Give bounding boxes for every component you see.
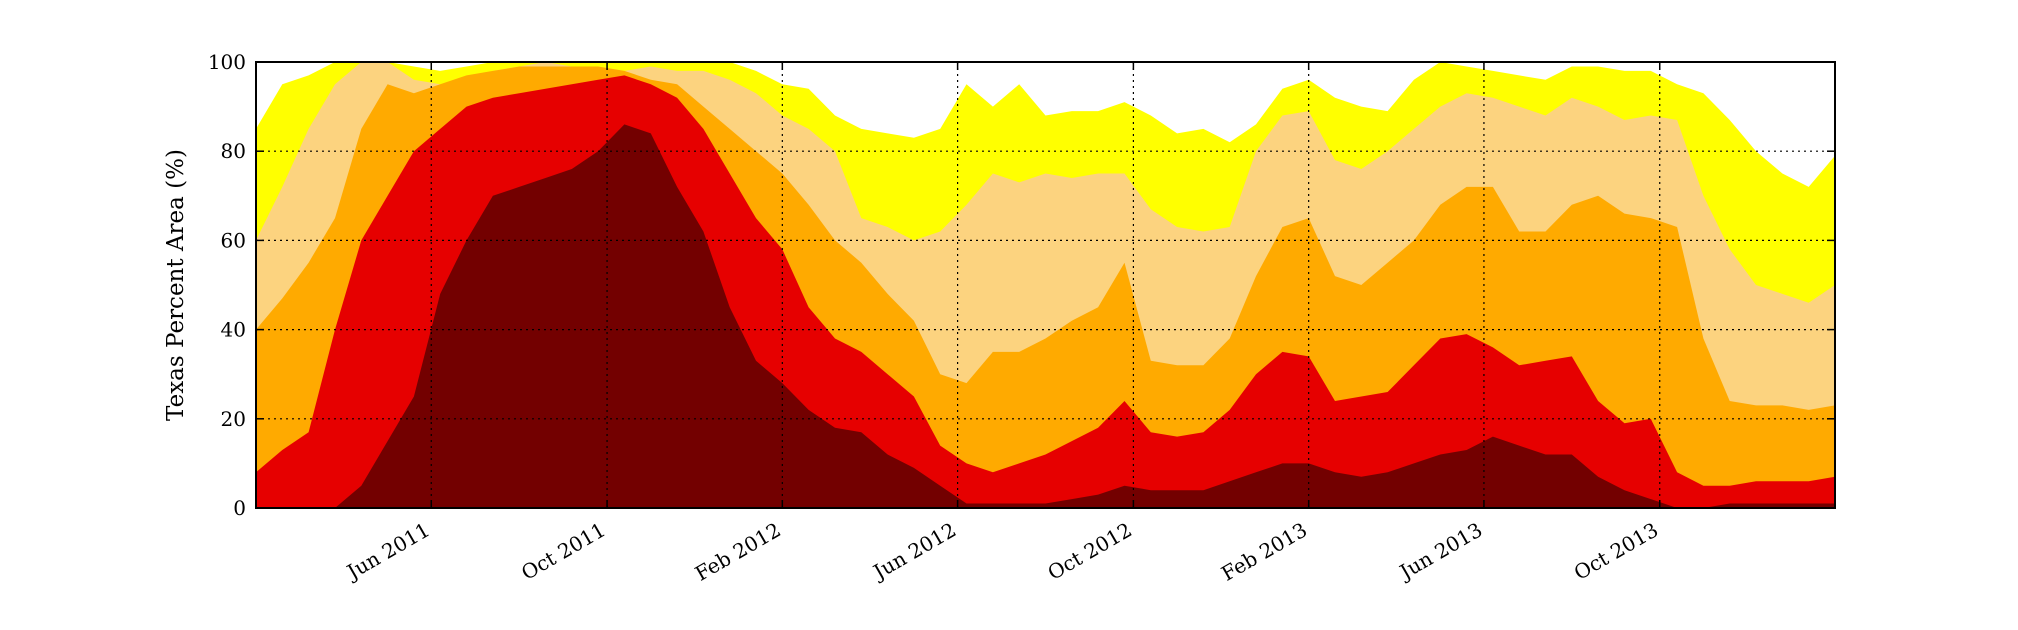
x-tick-label: Jun 2012	[868, 518, 961, 585]
y-tick-label: 0	[233, 496, 246, 520]
y-tick-label: 100	[208, 50, 246, 74]
area-series-5	[256, 124, 1835, 509]
area-series-group	[256, 62, 1835, 509]
x-tick-label: Feb 2012	[691, 518, 785, 586]
y-tick-label: 80	[221, 139, 246, 163]
y-axis: 0 20 40 60 80 100	[208, 50, 1835, 520]
grid-lines	[256, 62, 1835, 508]
y-tick-label: 60	[221, 228, 246, 252]
x-tick-label: Jun 2013	[1394, 518, 1487, 585]
y-tick-label: 20	[221, 407, 246, 431]
x-tick-label: Feb 2013	[1217, 518, 1311, 586]
x-tick-label: Oct 2011	[517, 518, 609, 585]
x-tick-label: Oct 2012	[1043, 518, 1135, 585]
x-tick-label: Jun 2011	[341, 518, 434, 585]
y-tick-label: 40	[221, 318, 246, 342]
y-axis-title: Texas Percent Area (%)	[163, 149, 189, 421]
x-tick-label: Oct 2013	[1570, 518, 1662, 585]
plot-frame	[255, 61, 1836, 509]
